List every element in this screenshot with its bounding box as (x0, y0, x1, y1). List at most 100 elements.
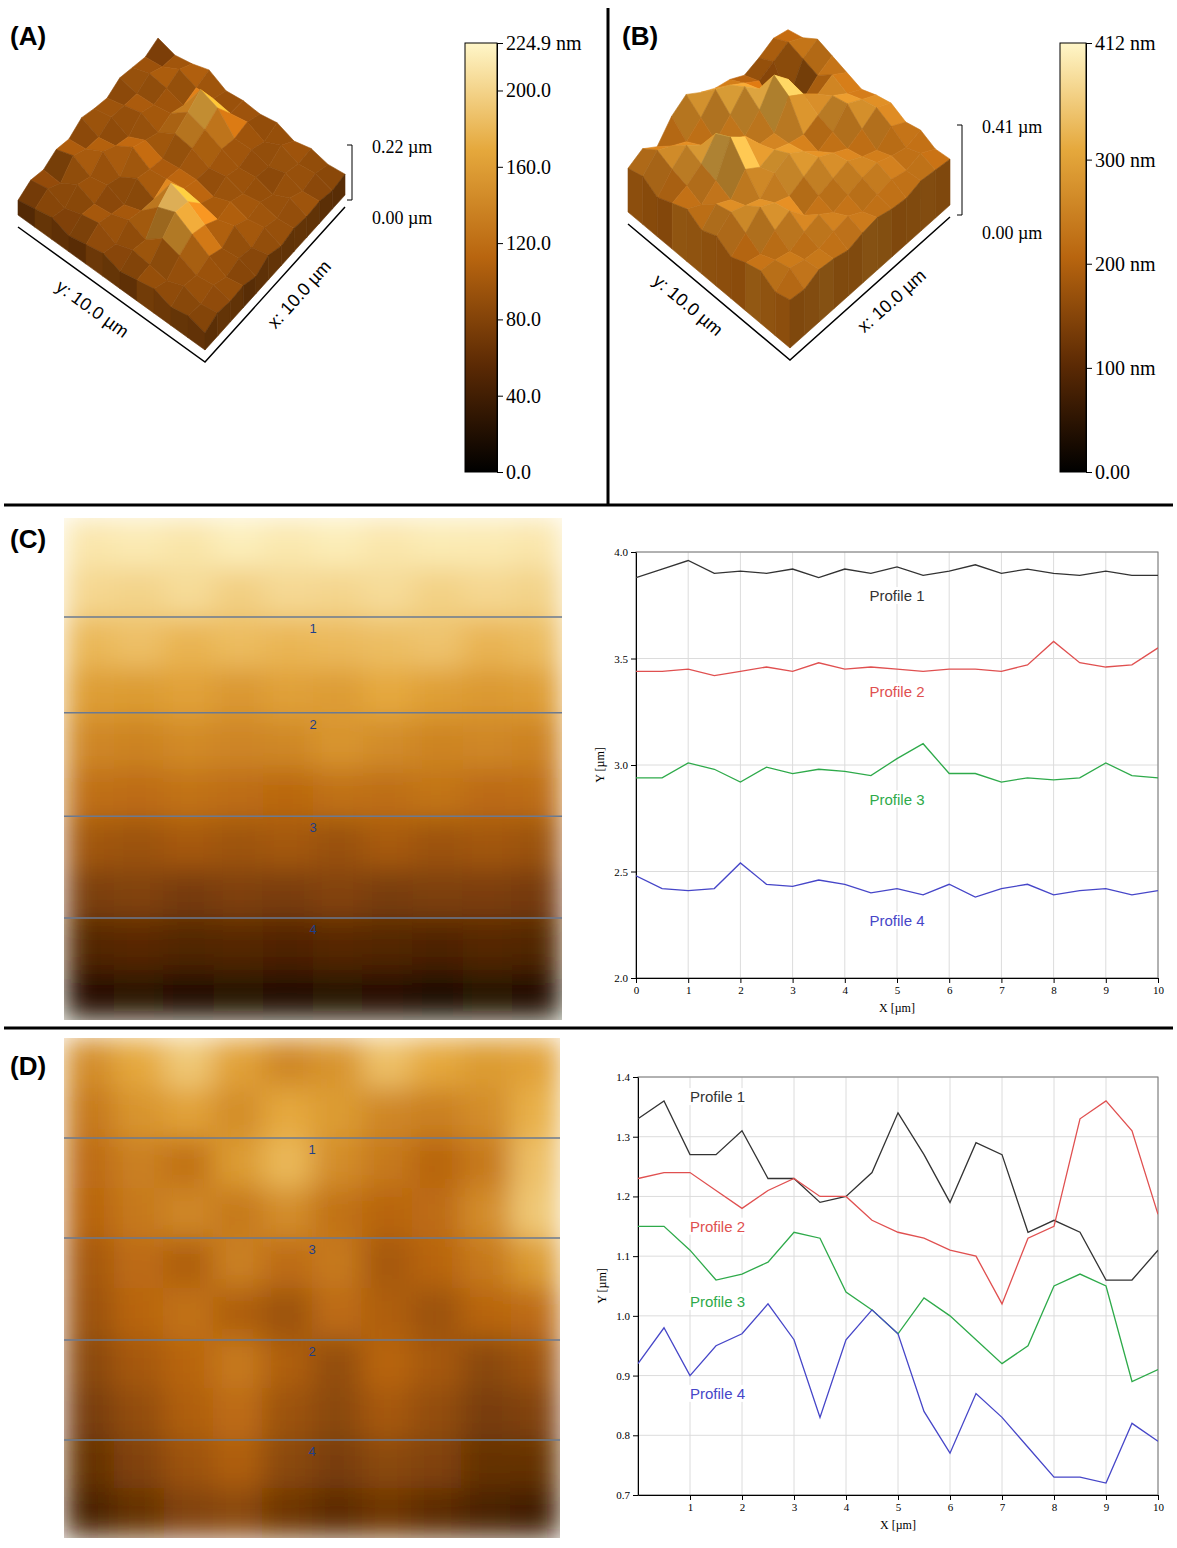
tick-mark (846, 1495, 847, 1500)
height-cell (64, 669, 114, 720)
axis-line (1086, 44, 1087, 473)
height-cell (114, 1438, 164, 1489)
height-cell (114, 970, 164, 1020)
surface-cell (657, 116, 686, 146)
height-cell (164, 618, 214, 669)
axis-line (636, 553, 637, 979)
tick-label: 1.1 (616, 1250, 630, 1262)
height-cell (64, 1388, 114, 1439)
height-cell (164, 970, 214, 1020)
height-cell (461, 1488, 511, 1538)
height-cell (461, 1238, 511, 1289)
height-cell (312, 1088, 362, 1139)
height-cell (64, 568, 114, 619)
tick-label: 2.5 (614, 866, 628, 878)
tick: 7 (1000, 1495, 1006, 1513)
z-label: 0.22 µm (372, 137, 432, 157)
profile-line (64, 1137, 560, 1139)
height-cell (462, 920, 512, 971)
height-cell (114, 869, 164, 920)
height-cell (114, 1138, 164, 1189)
height-cell (64, 1238, 114, 1289)
height-cell (262, 1488, 312, 1538)
tick-mark (633, 1196, 638, 1197)
height-cell (64, 1288, 114, 1339)
profile-curve (636, 863, 1158, 897)
height-map (64, 1038, 560, 1538)
height-cell (510, 1438, 560, 1489)
surface-side (18, 200, 35, 227)
profile-line (64, 1339, 560, 1341)
grid-line (636, 871, 1158, 872)
height-cell (362, 1488, 412, 1538)
tick: 100 nm (1086, 357, 1156, 379)
surface-cell (818, 56, 847, 76)
tick-mark (633, 1077, 638, 1078)
tick-label: 100 nm (1095, 357, 1156, 379)
height-cell (313, 669, 363, 720)
height-cell (213, 1438, 263, 1489)
surface-side (154, 289, 171, 326)
series-labels: Profile 1Profile 2Profile 3Profile 4 (867, 587, 926, 929)
tick-mark (898, 1495, 899, 1500)
height-cell (363, 568, 413, 619)
height-cell (312, 1238, 362, 1289)
surface-cell (731, 169, 760, 205)
tick: 8 (1052, 1495, 1058, 1513)
height-cell (411, 1038, 461, 1089)
height-cell (114, 669, 164, 720)
height-cell (263, 970, 313, 1020)
height-cell (213, 1138, 263, 1189)
height-cell (411, 1338, 461, 1389)
height-cell (312, 1038, 362, 1089)
tick: 1.2 (616, 1190, 638, 1202)
colorbar (465, 43, 497, 472)
grid-line (690, 1077, 691, 1495)
tick: 300 nm (1086, 149, 1156, 171)
height-cell (363, 970, 413, 1020)
height-cell (512, 869, 562, 920)
tick: 1.0 (616, 1310, 638, 1322)
tick-label: 2 (738, 984, 744, 996)
label-patch (688, 1293, 747, 1310)
surface-side (863, 218, 878, 283)
panel-label: (B) (622, 21, 658, 51)
tick: 412 nm (1086, 32, 1156, 54)
height-cell (411, 1088, 461, 1139)
height-cell (163, 1388, 213, 1439)
height-cell (462, 869, 512, 920)
height-cell (114, 1288, 164, 1339)
height-cell (411, 1138, 461, 1189)
height-cell (363, 518, 413, 569)
height-cell (262, 1338, 312, 1389)
profile-line-label: 2 (308, 1344, 315, 1359)
height-cell (263, 518, 313, 569)
tick: 2 (740, 1495, 746, 1513)
height-cell (114, 1038, 164, 1089)
profile-curve (636, 561, 1158, 578)
tick-mark (794, 1495, 795, 1500)
height-cell (64, 719, 114, 770)
tick-label: 5 (895, 984, 901, 996)
tick-mark (949, 978, 950, 983)
tick-mark (742, 1495, 743, 1500)
y-axis: 0.70.80.91.01.11.21.31.4 (616, 1071, 638, 1501)
tick: 2.5 (614, 866, 636, 878)
height-cell (362, 1088, 412, 1139)
height-cell (213, 970, 263, 1020)
surface-side (716, 236, 731, 299)
plot-frame (638, 1077, 1158, 1495)
height-cell (262, 1088, 312, 1139)
tick-mark (1002, 1495, 1003, 1500)
height-cell (114, 1338, 164, 1389)
height-cell (114, 1238, 164, 1289)
tick-label: 200.0 (506, 79, 551, 101)
tick-label: 6 (947, 984, 953, 996)
height-cell (510, 1488, 560, 1538)
height-cell (64, 920, 114, 971)
height-cell (213, 1088, 263, 1139)
grid-line (638, 1136, 1158, 1137)
tick-mark (633, 1137, 638, 1138)
tick: 5 (896, 1495, 902, 1513)
height-cell (213, 618, 263, 669)
